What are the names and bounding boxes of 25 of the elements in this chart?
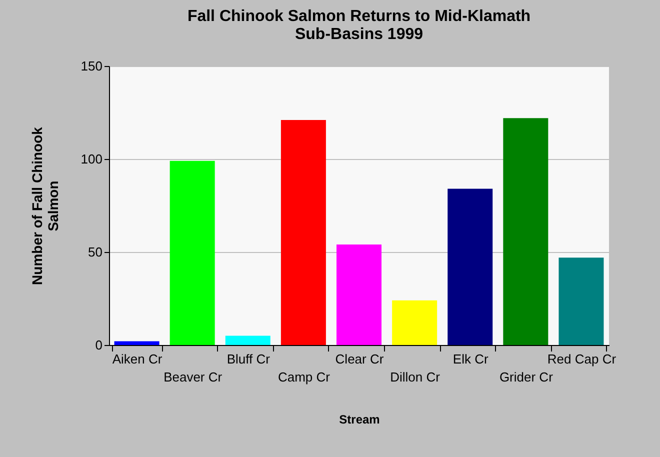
x-tick-label: Aiken Cr [112,352,163,366]
x-tick-label: Camp Cr [278,370,331,384]
bar [170,160,215,345]
bar [503,118,548,345]
y-tick-label: 0 [95,338,102,352]
bar [448,188,493,345]
bar [558,258,604,345]
x-tick-label: Clear Cr [335,352,384,366]
x-tick-label: Bluff Cr [226,352,271,366]
bar [392,300,438,345]
x-tick-label: Beaver Cr [164,370,223,384]
bar [336,244,382,345]
x-tick-label: Red Cap Cr [547,352,617,366]
y-axis-title: Number of Fall Chinook Salmon [28,126,61,285]
y-tick-label: 50 [88,244,102,260]
bar [114,341,160,345]
y-tick-label: 100 [80,152,102,166]
x-tick-label: Grider Cr [499,370,554,384]
bar [280,120,326,345]
bar [225,336,270,345]
x-axis-title: Stream [339,412,380,426]
y-tick-label: 150 [80,58,102,74]
x-tick-label: Elk Cr [452,352,489,366]
chart-title: Fall Chinook Salmon Returns to Mid-Klamath Sub-Basins 1999 [187,8,531,43]
x-tick-label: Dillon Cr [390,370,441,384]
